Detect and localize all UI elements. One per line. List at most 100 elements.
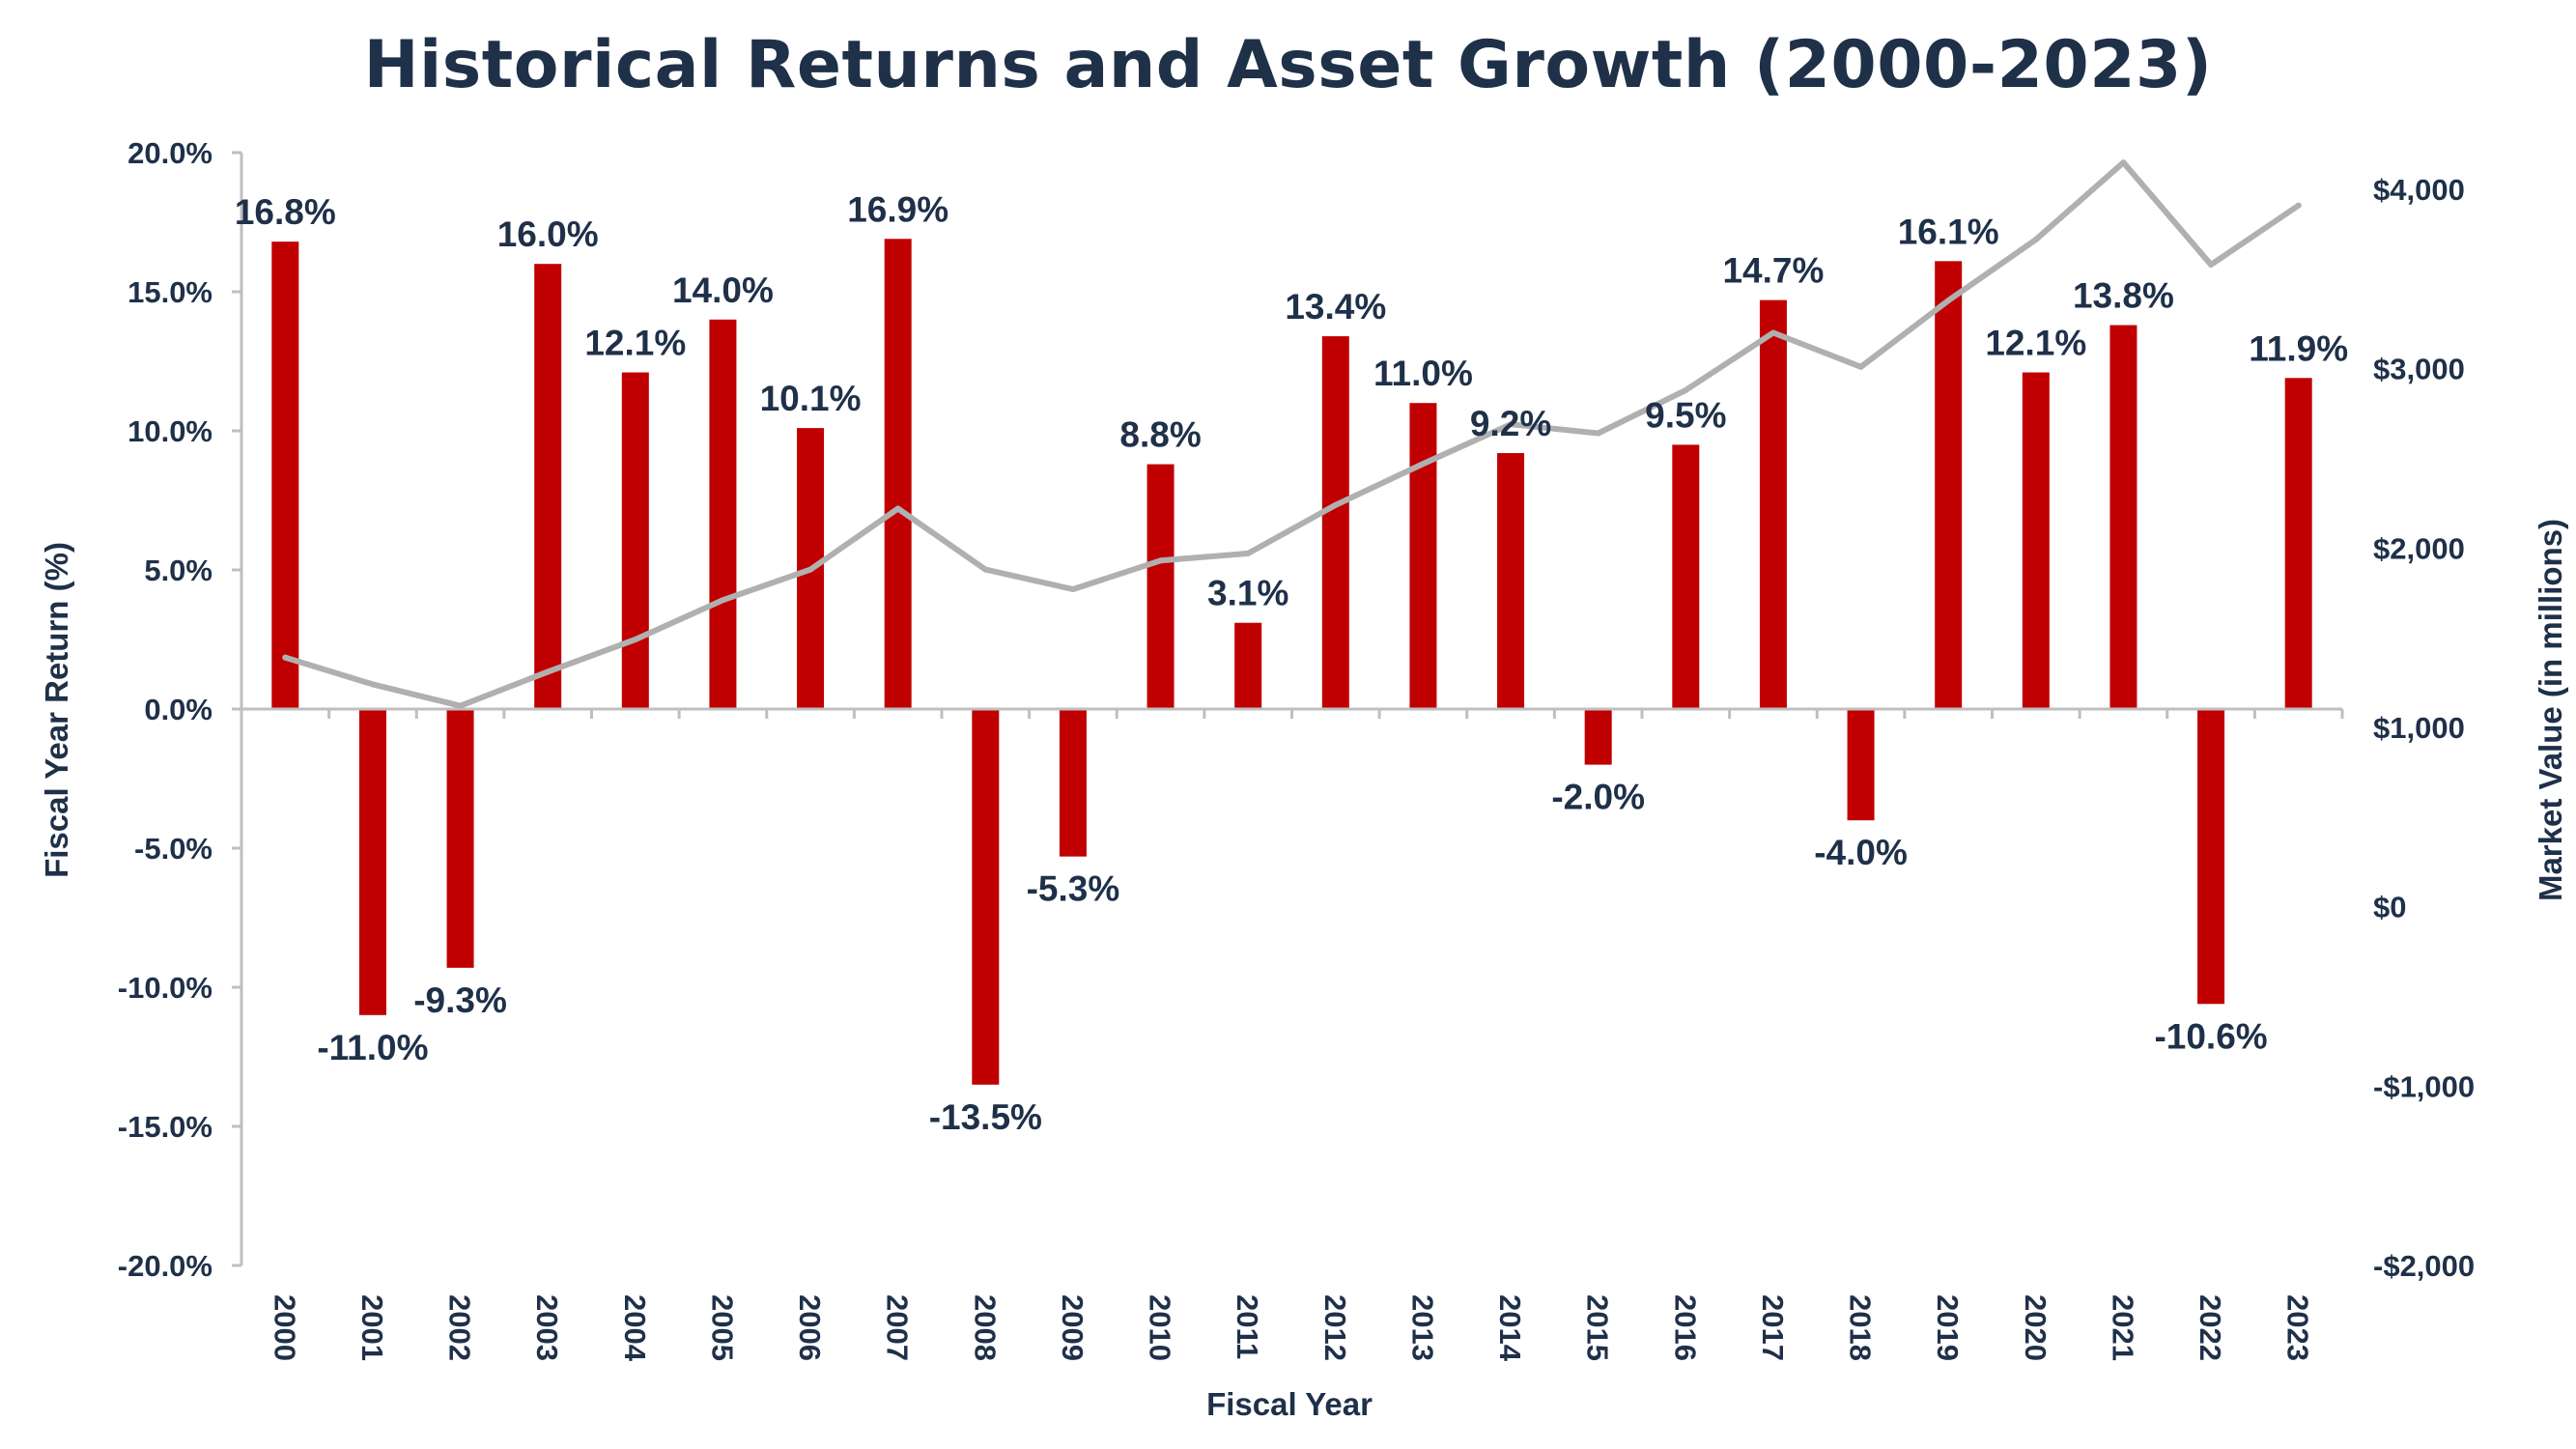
return-bar [2197,709,2225,1005]
return-bar [1672,444,1700,709]
y-tick-label: -5.0% [134,832,212,866]
bar-data-label: 13.4% [1285,287,1386,327]
y-tick-label: 5.0% [144,554,212,587]
market-value-point [1069,586,1076,593]
return-bar [1759,299,1787,709]
x-tick-label: 2015 [1581,1294,1615,1361]
bar-data-label: 10.1% [760,379,862,418]
y-tick-label: -10.0% [118,971,212,1005]
y2-tick-label: $4,000 [2373,173,2465,207]
bar-data-label: -4.0% [1814,833,1908,872]
return-bar [358,709,386,1015]
market-value-line [282,159,2302,709]
y-tick-label: 0.0% [144,693,212,726]
x-tick-label: 2011 [1231,1294,1264,1359]
bar-data-label: 16.1% [1898,212,1999,251]
bar-data-label: -13.5% [929,1097,1042,1137]
x-tick-label: 2000 [268,1294,301,1361]
x-tick-label: 2006 [793,1294,827,1361]
return-bar [2022,372,2050,709]
chart-title: Historical Returns and Asset Growth (200… [363,27,2213,103]
bar-data-label: -11.0% [317,1028,428,1067]
market-value-point [1420,461,1427,468]
market-value-point [457,702,464,709]
x-tick-label: 2014 [1493,1294,1527,1362]
y2-tick-label: $1,000 [2373,711,2465,745]
y-tick-label: 10.0% [127,414,212,448]
market-value-point [807,566,814,573]
bar-data-label: 11.0% [1373,354,1473,393]
x-tick-label: 2016 [1668,1294,1702,1361]
x-tick-label: 2002 [443,1294,477,1361]
return-bar [1234,622,1262,709]
return-bar [884,239,912,709]
return-bar [2109,325,2137,709]
x-tick-label: 2020 [2019,1294,2052,1361]
bar-data-label: 9.5% [1645,395,1726,435]
market-value-point [632,637,638,643]
bar-data-label: 16.0% [497,214,599,254]
bar-data-label: 9.2% [1470,404,1551,443]
y2-axis-title: Market Value (in millions) [2533,519,2568,901]
x-tick-label: 2022 [2194,1294,2227,1361]
return-bar [534,264,562,709]
bar-data-label: 14.0% [672,270,774,310]
market-value-point [1945,298,1952,304]
return-bar [1584,709,1612,765]
x-tick-label: 2010 [1144,1294,1177,1361]
bar-data-label: 8.8% [1119,415,1201,455]
return-bar [1497,453,1525,709]
return-bar [1935,261,1963,709]
return-bar [1409,403,1437,709]
bar-data-label: 16.8% [235,192,336,232]
market-value-point [282,654,289,661]
market-value-point [545,668,552,675]
bar-data-label: 16.9% [847,189,948,229]
bar-data-label: 11.9% [2249,328,2348,368]
market-value-point [1157,557,1164,564]
x-tick-label: 2021 [2106,1294,2139,1361]
y2-tick-label: -$1,000 [2373,1069,2475,1103]
ticks-layer: -20.0% -15.0% -10.0% -5.0% 0.0% 5.0% 10.0% 15.0… [118,136,2475,1362]
market-value-point [2208,261,2215,268]
x-tick-label: 2012 [1318,1294,1352,1361]
bars-layer [271,239,2312,1085]
return-bar [972,709,1000,1085]
x-tick-label: 2009 [1056,1294,1090,1361]
bar-data-label: 12.1% [584,324,686,363]
x-tick-label: 2007 [881,1294,915,1361]
axes-layer [232,151,2344,1267]
y-tick-label: 15.0% [127,275,212,309]
x-tick-label: 2003 [530,1294,564,1361]
return-bar [1321,336,1349,709]
return-bar [1146,464,1175,709]
y2-tick-label: $0 [2373,891,2406,924]
bar-data-label: -5.3% [1027,869,1120,909]
bar-data-label: -9.3% [413,980,507,1020]
market-value-point [1332,501,1339,508]
x-tick-label: 2019 [1931,1294,1965,1361]
market-value-point [720,597,726,604]
y2-tick-label: $3,000 [2373,353,2465,386]
market-value-point [1683,386,1689,393]
market-value-point [369,681,376,688]
market-value-point [2032,236,2039,242]
x-axis-title: Fiscal Year [1206,1386,1373,1422]
market-value-point [2295,202,2302,209]
return-bar [621,372,649,709]
y-axis-title: Fiscal Year Return (%) [39,542,74,878]
market-value-point [1508,421,1514,428]
return-bar [2284,378,2312,709]
return-bar [271,242,299,709]
market-value-point [1595,430,1601,437]
y2-tick-label: -$2,000 [2373,1249,2475,1283]
market-value-point [1769,329,1776,336]
return-bar [446,709,474,968]
x-tick-label: 2001 [355,1294,389,1361]
x-tick-label: 2005 [705,1294,739,1361]
market-value-point [1857,363,1864,370]
return-bar [1059,709,1087,857]
bar-data-label: -2.0% [1551,778,1645,817]
return-bar [709,319,737,709]
bar-data-label: -10.6% [2154,1016,2267,1056]
